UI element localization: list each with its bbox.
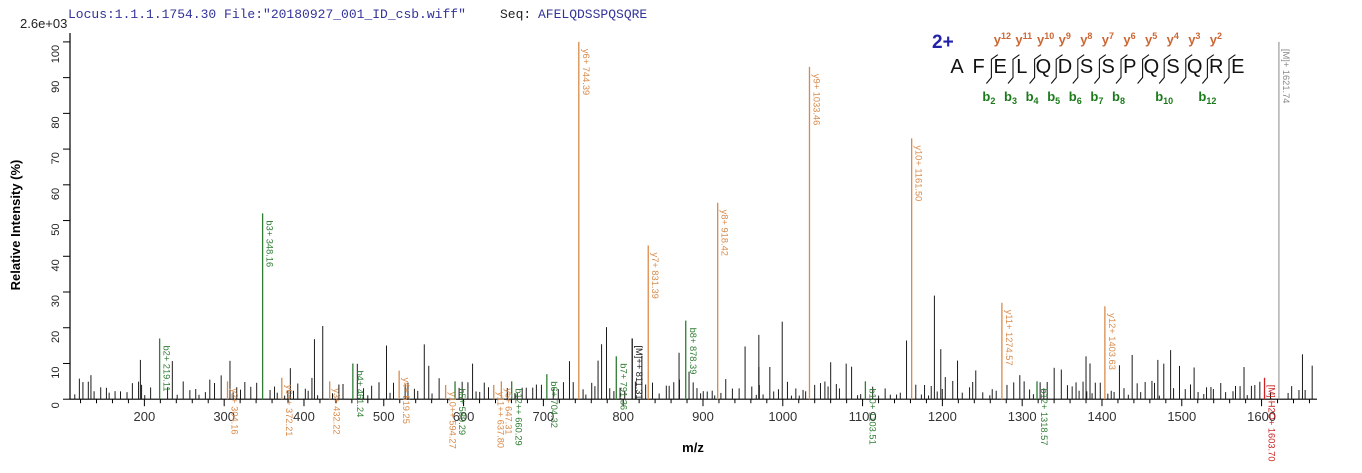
svg-text:[M]+ 1621.74: [M]+ 1621.74 bbox=[1281, 49, 1291, 104]
svg-text:1500: 1500 bbox=[1167, 409, 1196, 424]
svg-text:y12+ 1403.63: y12+ 1403.63 bbox=[1107, 313, 1117, 370]
svg-text:L: L bbox=[1016, 56, 1027, 78]
svg-text:y10+ 1161.50: y10+ 1161.50 bbox=[914, 145, 924, 201]
svg-text:2+: 2+ bbox=[932, 32, 954, 53]
svg-text:b12+ 1318.57: b12+ 1318.57 bbox=[1039, 388, 1049, 445]
svg-text:m/z: m/z bbox=[682, 440, 704, 455]
svg-text:0: 0 bbox=[50, 402, 62, 408]
svg-text:b12++ 660.29: b12++ 660.29 bbox=[514, 388, 524, 445]
svg-text:b7+ 791.36: b7+ 791.36 bbox=[618, 363, 628, 410]
svg-text:y9+ 1033.46: y9+ 1033.46 bbox=[811, 74, 821, 125]
svg-text:Q: Q bbox=[1187, 56, 1203, 78]
svg-text:80: 80 bbox=[50, 116, 62, 128]
svg-text:90: 90 bbox=[50, 81, 62, 93]
svg-text:F: F bbox=[972, 56, 984, 78]
svg-text:AFELQDSSPQSQRE: AFELQDSSPQSQRE bbox=[538, 7, 647, 22]
svg-text:y10++ 594.27: y10++ 594.27 bbox=[448, 392, 458, 449]
svg-text:y6+ 744.39: y6+ 744.39 bbox=[581, 49, 591, 95]
svg-text:50: 50 bbox=[50, 224, 62, 236]
svg-text:D: D bbox=[1058, 56, 1072, 78]
svg-text:y3+ 432.22: y3+ 432.22 bbox=[332, 388, 342, 434]
svg-text:y6++ 372.21: y6++ 372.21 bbox=[284, 385, 294, 437]
svg-text:b5+ 589.29: b5+ 589.29 bbox=[457, 388, 467, 435]
svg-text:800: 800 bbox=[612, 409, 634, 424]
svg-text:Q: Q bbox=[1036, 56, 1052, 78]
svg-text:1400: 1400 bbox=[1088, 409, 1117, 424]
svg-text:y5+ 647.31: y5+ 647.31 bbox=[503, 388, 513, 434]
svg-text:b10+ 1103.51: b10+ 1103.51 bbox=[867, 388, 877, 444]
svg-text:A: A bbox=[950, 56, 964, 78]
svg-text:400: 400 bbox=[293, 409, 315, 424]
svg-text:S: S bbox=[1102, 56, 1115, 78]
svg-text:E: E bbox=[1231, 56, 1244, 78]
svg-text:70: 70 bbox=[50, 152, 62, 164]
svg-text:b3+ 348.16: b3+ 348.16 bbox=[265, 220, 275, 267]
svg-text:1000: 1000 bbox=[768, 409, 797, 424]
svg-text:10: 10 bbox=[50, 366, 62, 378]
svg-text:b8+ 878.39: b8+ 878.39 bbox=[688, 328, 698, 375]
svg-text:R: R bbox=[1209, 56, 1223, 78]
svg-text:S: S bbox=[1080, 56, 1093, 78]
svg-text:y4+ 519.25: y4+ 519.25 bbox=[401, 378, 411, 424]
svg-text:1300: 1300 bbox=[1008, 409, 1037, 424]
svg-text:500: 500 bbox=[373, 409, 395, 424]
svg-text:40: 40 bbox=[50, 259, 62, 271]
svg-text:Relative Intensity (%): Relative Intensity (%) bbox=[8, 160, 23, 291]
svg-text:Seq:: Seq: bbox=[500, 7, 531, 22]
svg-text:60: 60 bbox=[50, 188, 62, 200]
svg-text:P: P bbox=[1123, 56, 1136, 78]
svg-text:Q: Q bbox=[1144, 56, 1160, 78]
svg-text:20: 20 bbox=[50, 331, 62, 343]
svg-text:1200: 1200 bbox=[928, 409, 957, 424]
svg-text:y2+ 304.16: y2+ 304.16 bbox=[230, 388, 240, 434]
svg-text:b4+ 461.24: b4+ 461.24 bbox=[355, 370, 365, 417]
svg-text:[M]++ 811.31: [M]++ 811.31 bbox=[634, 345, 644, 399]
svg-text:y8+ 918.42: y8+ 918.42 bbox=[720, 210, 730, 256]
svg-text:2.6e+03: 2.6e+03 bbox=[20, 16, 67, 31]
svg-text:S: S bbox=[1166, 56, 1179, 78]
svg-text:E: E bbox=[994, 56, 1007, 78]
svg-text:30: 30 bbox=[50, 295, 62, 307]
svg-text:Locus:1.1.1.1754.30 File:"2018: Locus:1.1.1.1754.30 File:"20180927_001_I… bbox=[68, 7, 466, 22]
svg-text:200: 200 bbox=[134, 409, 156, 424]
svg-text:y11+ 1274.57: y11+ 1274.57 bbox=[1004, 310, 1014, 366]
svg-text:100: 100 bbox=[50, 45, 62, 63]
svg-text:b6+ 704.32: b6+ 704.32 bbox=[549, 381, 559, 428]
svg-text:y7+ 831.39: y7+ 831.39 bbox=[650, 253, 660, 299]
svg-text:b2+ 219.11: b2+ 219.11 bbox=[162, 345, 172, 391]
svg-text:900: 900 bbox=[692, 409, 714, 424]
svg-text:[M]-H2O+ 1603.70: [M]-H2O+ 1603.70 bbox=[1267, 385, 1277, 462]
